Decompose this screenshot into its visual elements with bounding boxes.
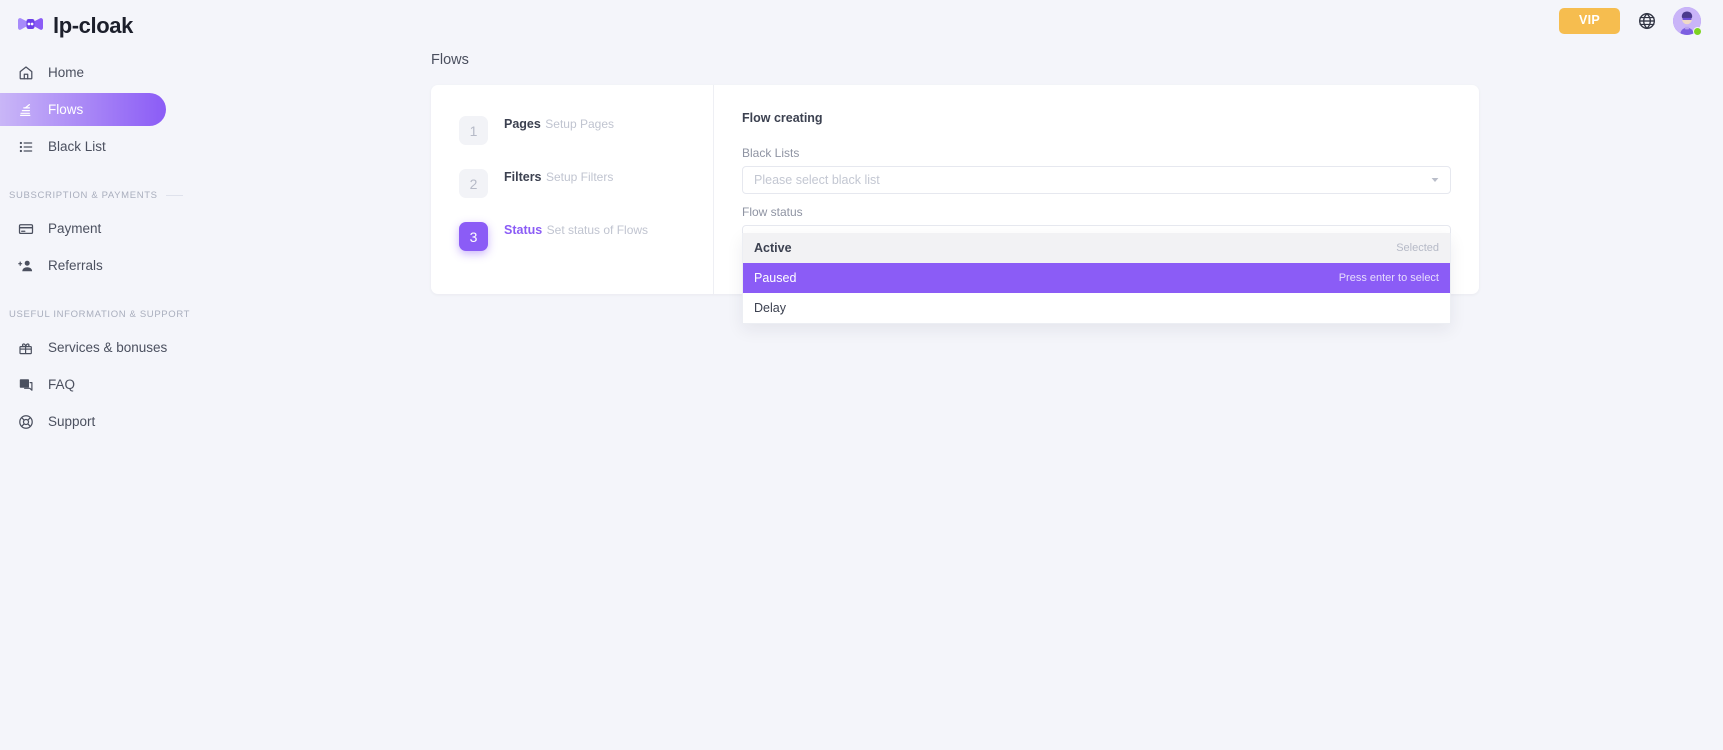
step-subtitle: Set status of Flows [546, 223, 649, 237]
credit-card-icon [17, 220, 34, 237]
black-lists-value: Please select black list [754, 173, 880, 187]
sidebar-item-label: Services & bonuses [48, 340, 168, 355]
sidebar: lp-cloak Home [0, 0, 197, 750]
step-number: 1 [459, 116, 488, 145]
form-heading: Flow creating [742, 111, 823, 125]
step-number: 3 [459, 222, 488, 251]
option-hint: Selected [1396, 242, 1439, 254]
sidebar-item-label: Flows [48, 102, 84, 117]
flow-status-dropdown: Active Selected Paused Press enter to se… [742, 233, 1451, 324]
chevron-down-icon [1431, 176, 1439, 184]
flow-creating-card: 1 Pages Setup Pages 2 Filters Setup Filt… [431, 85, 1479, 324]
sidebar-item-label: FAQ [48, 377, 76, 392]
option-label: Paused [754, 271, 797, 285]
step-filters[interactable]: 2 Filters Setup Filters [459, 168, 713, 198]
option-label: Delay [754, 301, 786, 315]
sidebar-item-label: Black List [48, 139, 106, 154]
option-hint: Press enter to select [1338, 272, 1439, 284]
topbar: VIP [1558, 0, 1723, 42]
sidebar-section-label: USEFUL INFORMATION & SUPPORT [9, 309, 191, 320]
vip-badge[interactable]: VIP [1558, 8, 1620, 34]
lifebuoy-icon [17, 413, 34, 430]
step-title: Pages [504, 117, 541, 131]
sidebar-item-label: Payment [48, 221, 102, 236]
sidebar-item-services-bonuses[interactable]: Services & bonuses [0, 331, 197, 364]
sidebar-item-flows[interactable]: Flows [0, 93, 166, 126]
status-indicator [1693, 27, 1702, 36]
step-title: Filters [504, 170, 542, 184]
black-lists-label: Black Lists [742, 146, 800, 160]
step-title: Status [504, 223, 543, 237]
divider [165, 195, 183, 196]
field-black-lists: Black Lists Please select black list [742, 146, 1451, 194]
sidebar-nav: Home Flows [0, 56, 197, 438]
sidebar-item-faq[interactable]: ?! FAQ [0, 368, 197, 401]
avatar[interactable] [1673, 7, 1702, 36]
sidebar-item-payment[interactable]: Payment [0, 212, 197, 245]
step-number: 2 [459, 169, 488, 198]
brand-logo[interactable]: lp-cloak [0, 0, 197, 42]
sidebar-item-label: Support [48, 414, 96, 429]
page-title: Flows [431, 52, 469, 68]
faq-icon: ?! [17, 376, 34, 393]
step-subtitle: Setup Pages [545, 117, 615, 131]
gift-icon [17, 339, 34, 356]
sidebar-item-label: Referrals [48, 258, 103, 273]
brand-name: lp-cloak [53, 13, 133, 38]
sidebar-section-support: USEFUL INFORMATION & SUPPORT [0, 309, 197, 320]
list-icon [17, 138, 34, 155]
person-add-icon [17, 257, 34, 274]
field-flow-status: Flow status Active Active Selected [742, 205, 1451, 324]
step-status[interactable]: 3 Status Set status of Flows [459, 221, 713, 251]
sidebar-section-payments: SUBSCRIPTION & PAYMENTS [0, 190, 197, 201]
sidebar-item-referrals[interactable]: Referrals [0, 249, 197, 282]
sidebar-item-label: Home [48, 65, 85, 80]
flow-status-label: Flow status [742, 205, 803, 219]
bowtie-mask-icon [17, 17, 44, 35]
steps-pane: 1 Pages Setup Pages 2 Filters Setup Filt… [431, 85, 714, 294]
black-lists-select[interactable]: Please select black list [742, 166, 1451, 194]
option-paused[interactable]: Paused Press enter to select [743, 263, 1450, 293]
flows-layers-icon [17, 101, 34, 118]
option-label: Active [754, 241, 792, 255]
globe-icon[interactable] [1637, 12, 1656, 31]
step-pages[interactable]: 1 Pages Setup Pages [459, 115, 713, 145]
option-active[interactable]: Active Selected [743, 233, 1450, 263]
step-subtitle: Setup Filters [545, 170, 614, 184]
svg-text:?!: ?! [21, 380, 26, 387]
sidebar-item-home[interactable]: Home [0, 56, 197, 89]
home-icon [17, 64, 34, 81]
form-pane: Flow creating Black Lists Please select … [714, 85, 1479, 324]
sidebar-item-black-list[interactable]: Black List [0, 130, 197, 163]
option-delay[interactable]: Delay [743, 293, 1450, 323]
sidebar-item-support[interactable]: Support [0, 405, 197, 438]
content-area: VIP [197, 0, 1723, 750]
sidebar-section-label: SUBSCRIPTION & PAYMENTS [9, 190, 158, 201]
